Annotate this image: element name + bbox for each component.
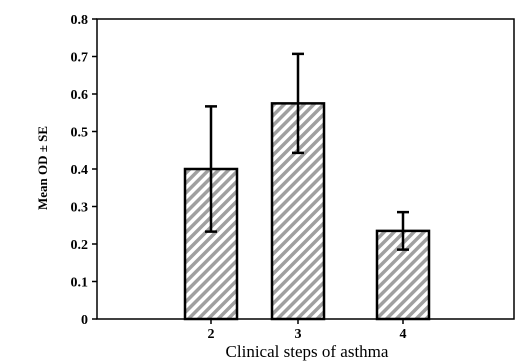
x-tick-label: 3 bbox=[295, 327, 302, 342]
y-tick-label: 0.8 bbox=[71, 13, 89, 28]
x-axis-title: Clinical steps of asthma bbox=[226, 342, 389, 361]
error-bars bbox=[205, 52, 409, 251]
y-axis-ticks: 0 0.1 0.2 0.3 0.4 0.5 0.6 0.7 0.8 bbox=[71, 13, 97, 328]
y-tick-label: 0.5 bbox=[71, 126, 89, 141]
bars bbox=[183, 102, 431, 321]
y-tick-label: 0.2 bbox=[71, 238, 89, 253]
y-tick-label: 0.7 bbox=[71, 51, 89, 66]
y-tick-label: 0.6 bbox=[71, 88, 89, 103]
y-tick-label: 0.3 bbox=[71, 201, 89, 216]
y-tick-label: 0.1 bbox=[71, 276, 89, 291]
y-tick-label: 0 bbox=[81, 313, 88, 328]
x-tick-label: 2 bbox=[208, 327, 215, 342]
x-tick-label: 4 bbox=[400, 327, 407, 342]
y-axis-title: Mean OD ± SE bbox=[35, 126, 50, 210]
x-axis-ticks: 2 3 4 bbox=[208, 319, 407, 342]
y-tick-label: 0.4 bbox=[71, 163, 89, 178]
